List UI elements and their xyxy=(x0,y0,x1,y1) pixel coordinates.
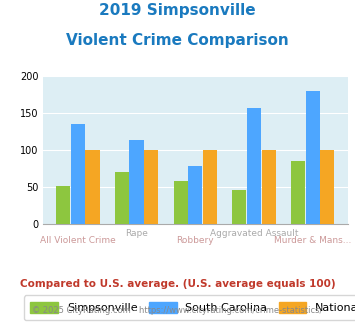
Bar xyxy=(56,186,70,224)
Bar xyxy=(115,172,129,224)
Bar xyxy=(130,140,143,224)
Text: Murder & Mans...: Murder & Mans... xyxy=(274,236,351,245)
Text: © 2025 CityRating.com - https://www.cityrating.com/crime-statistics/: © 2025 CityRating.com - https://www.city… xyxy=(32,306,323,315)
Bar xyxy=(306,91,320,224)
Bar xyxy=(247,108,261,224)
Bar xyxy=(188,166,202,224)
Bar xyxy=(86,150,99,224)
Bar xyxy=(203,150,217,224)
Bar xyxy=(291,161,305,224)
Text: All Violent Crime: All Violent Crime xyxy=(40,236,116,245)
Text: Aggravated Assault: Aggravated Assault xyxy=(210,229,298,238)
Text: Rape: Rape xyxy=(125,229,148,238)
Bar xyxy=(144,150,158,224)
Bar xyxy=(320,150,334,224)
Legend: Simpsonville, South Carolina, National: Simpsonville, South Carolina, National xyxy=(24,295,355,320)
Bar xyxy=(71,124,85,224)
Text: Violent Crime Comparison: Violent Crime Comparison xyxy=(66,33,289,48)
Bar xyxy=(232,189,246,224)
Bar xyxy=(262,150,276,224)
Text: 2019 Simpsonville: 2019 Simpsonville xyxy=(99,3,256,18)
Bar xyxy=(174,181,188,224)
Text: Compared to U.S. average. (U.S. average equals 100): Compared to U.S. average. (U.S. average … xyxy=(20,279,335,289)
Text: Robbery: Robbery xyxy=(176,236,214,245)
